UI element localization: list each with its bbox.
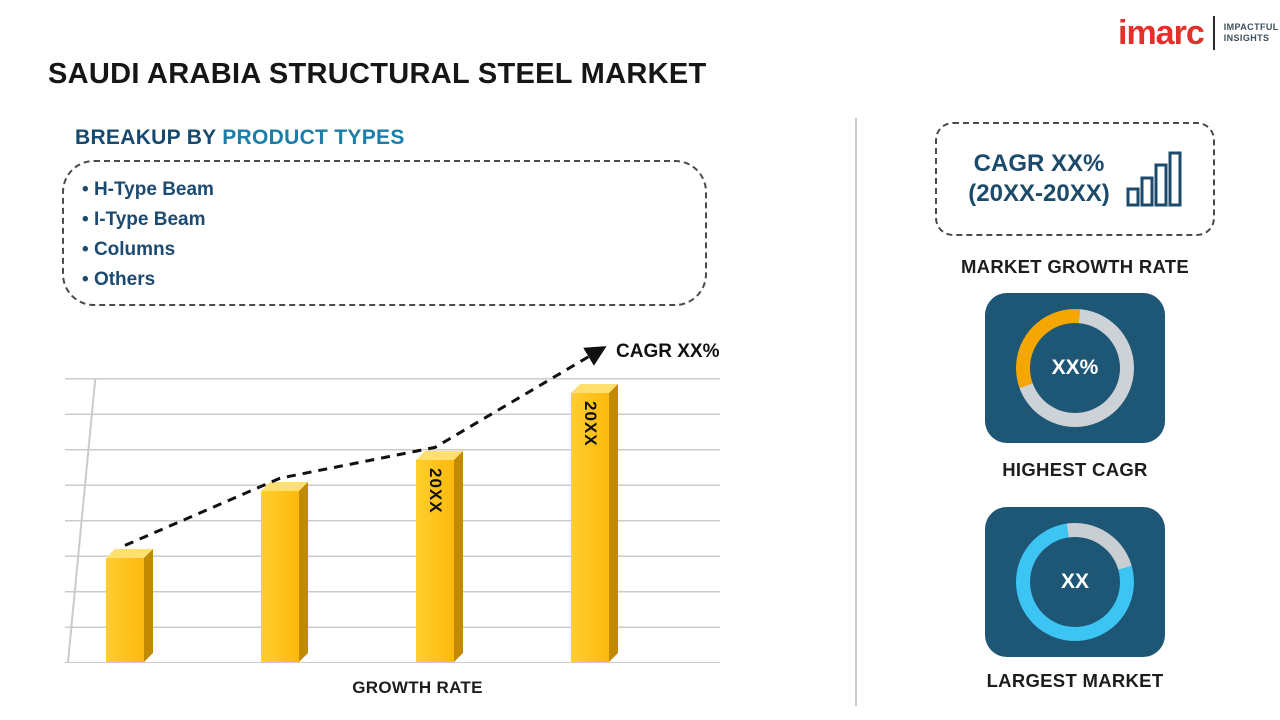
- list-item: Columns: [82, 235, 705, 265]
- bar-side-face: [299, 482, 308, 662]
- bar-shadow: [540, 658, 612, 667]
- bar-shadow: [75, 658, 147, 667]
- largest-market-value: XX: [1060, 570, 1089, 593]
- bar: [230, 482, 308, 667]
- list-item: I-Type Beam: [82, 205, 705, 235]
- product-types-box: H-Type Beam I-Type Beam Columns Others: [62, 160, 707, 306]
- logo-tagline: IMPACTFUL INSIGHTS: [1223, 21, 1279, 43]
- cagr-annotation: CAGR XX%: [616, 341, 720, 362]
- bar-chart: 20XX 20XX: [65, 378, 720, 667]
- chart-perspective-edge: [67, 379, 96, 663]
- list-item: H-Type Beam: [82, 175, 705, 205]
- bar-side-face: [144, 549, 153, 662]
- list-item: Others: [82, 265, 705, 295]
- bar-shadow: [385, 658, 457, 667]
- logo-separator: [1212, 16, 1215, 50]
- cagr-box: CAGR XX% (20XX-20XX): [935, 122, 1215, 236]
- imarc-logo: imarc IMPACTFUL INSIGHTS: [1118, 16, 1279, 50]
- x-axis-label: GROWTH RATE: [352, 678, 483, 697]
- logo-brand-text: imarc: [1118, 14, 1205, 52]
- cagr-box-text: CAGR XX% (20XX-20XX): [968, 150, 1110, 207]
- bar-label: 20XX: [581, 401, 600, 447]
- largest-market-card: XX: [985, 507, 1165, 657]
- highest-cagr-value: XX%: [1051, 356, 1099, 379]
- breakup-heading-highlight: PRODUCT TYPES: [222, 126, 405, 149]
- growth-bars-icon: [1126, 151, 1182, 207]
- bar: 20XX: [385, 451, 463, 667]
- product-types-list: H-Type Beam I-Type Beam Columns Others: [82, 175, 705, 295]
- highest-cagr-donut: XX%: [1016, 309, 1134, 427]
- section-divider: [855, 118, 857, 706]
- highest-cagr-label: HIGHEST CAGR: [1002, 459, 1148, 480]
- largest-market-donut: XX: [1016, 523, 1134, 641]
- highest-cagr-card: XX%: [985, 293, 1165, 443]
- bar: 20XX: [540, 384, 618, 667]
- largest-market-label: LARGEST MARKET: [986, 670, 1164, 691]
- page-title: SAUDI ARABIA STRUCTURAL STEEL MARKET: [48, 58, 707, 90]
- bar-side-face: [454, 451, 463, 662]
- market-growth-rate-label: MARKET GROWTH RATE: [960, 256, 1190, 277]
- breakup-heading-prefix: BREAKUP BY: [75, 126, 217, 149]
- breakup-heading: BREAKUP BY PRODUCT TYPES: [75, 126, 405, 150]
- bar-side-face: [609, 384, 618, 662]
- bar-shadow: [230, 658, 302, 667]
- bar: [75, 549, 153, 667]
- bar-label: 20XX: [426, 468, 445, 514]
